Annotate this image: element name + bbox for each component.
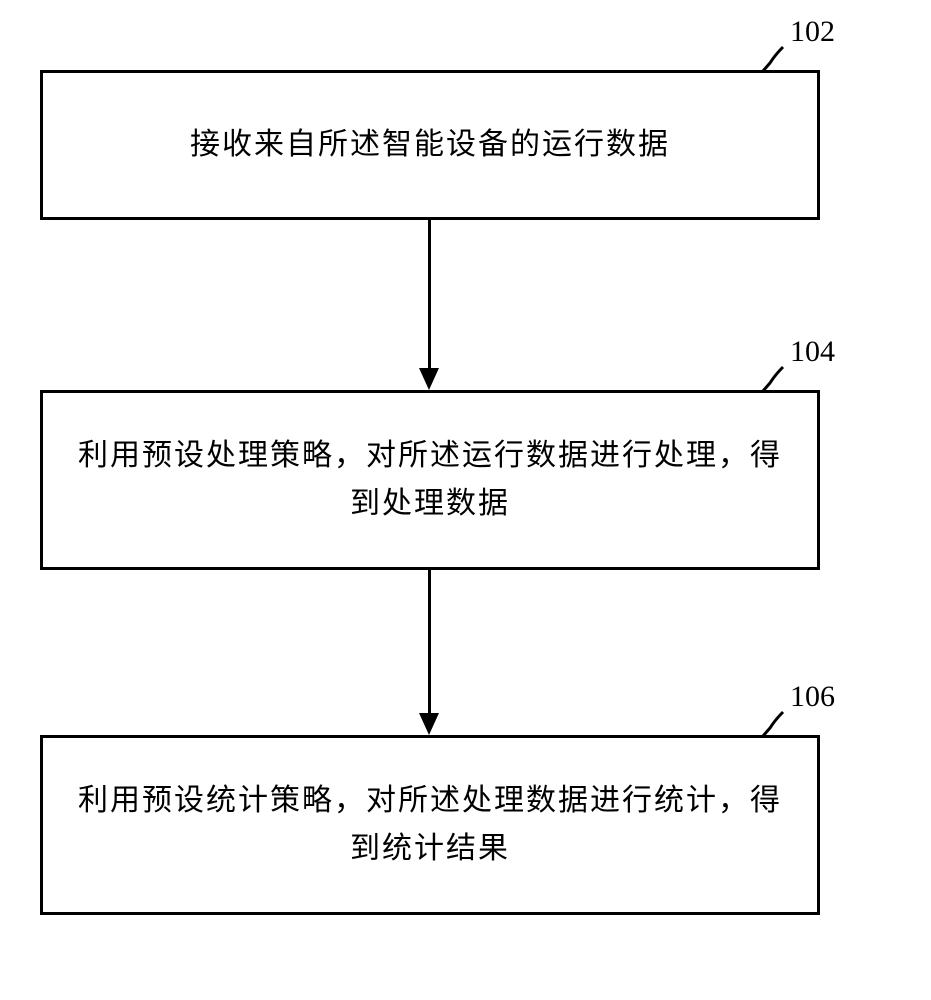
node-2-text: 利用预设处理策略，对所述运行数据进行处理，得到处理数据 bbox=[73, 432, 787, 528]
node-1-text: 接收来自所述智能设备的运行数据 bbox=[190, 121, 670, 169]
node-1-label: 102 bbox=[790, 15, 835, 49]
edge-1-2-arrowhead bbox=[419, 368, 439, 390]
node-3-text: 利用预设统计策略，对所述处理数据进行统计，得到统计结果 bbox=[73, 777, 787, 873]
edge-2-3-arrowhead bbox=[419, 713, 439, 735]
flowchart-container: 接收来自所述智能设备的运行数据 102 利用预设处理策略，对所述运行数据进行处理… bbox=[0, 0, 931, 1000]
node-3-label: 106 bbox=[790, 680, 835, 714]
flowchart-node-3: 利用预设统计策略，对所述处理数据进行统计，得到统计结果 bbox=[40, 735, 820, 915]
flowchart-node-1: 接收来自所述智能设备的运行数据 bbox=[40, 70, 820, 220]
edge-1-2 bbox=[428, 220, 431, 370]
edge-2-3 bbox=[428, 570, 431, 715]
node-2-label: 104 bbox=[790, 335, 835, 369]
flowchart-node-2: 利用预设处理策略，对所述运行数据进行处理，得到处理数据 bbox=[40, 390, 820, 570]
